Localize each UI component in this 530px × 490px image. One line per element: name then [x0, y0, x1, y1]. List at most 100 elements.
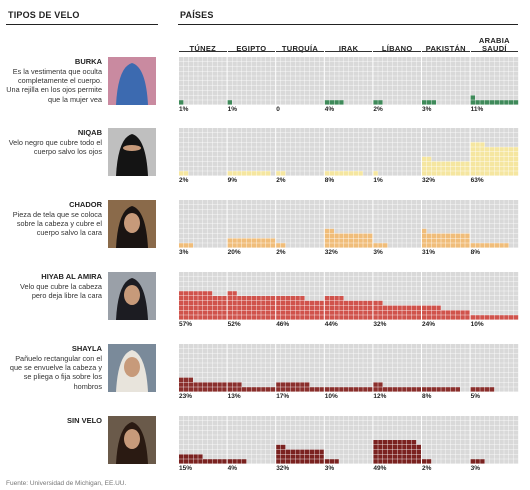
countries-rule [178, 24, 518, 25]
waffle-3-6 [470, 272, 519, 320]
empty-cell [290, 444, 295, 450]
empty-cell [188, 128, 193, 133]
filled-cell [436, 310, 441, 315]
filled-cell [266, 310, 271, 315]
empty-cell [392, 128, 397, 133]
filled-cell [242, 459, 247, 464]
empty-cell [319, 132, 324, 138]
empty-cell [227, 377, 232, 382]
empty-cell [242, 444, 247, 450]
empty-cell [475, 363, 480, 368]
filled-cell [222, 310, 227, 315]
filled-cell [232, 315, 237, 320]
empty-cell [378, 95, 383, 100]
empty-cell [276, 430, 281, 435]
empty-cell [183, 61, 189, 67]
empty-cell [509, 454, 514, 459]
filled-cell [270, 305, 276, 310]
empty-cell [387, 344, 393, 349]
empty-cell [455, 132, 460, 138]
empty-cell [383, 368, 388, 373]
empty-cell [392, 76, 397, 81]
empty-cell [222, 286, 227, 291]
filled-cell [411, 444, 417, 450]
empty-cell [212, 363, 217, 368]
veil-text-0: BURKA Es la vestimenta que oculta complet… [6, 57, 102, 117]
empty-cell [227, 61, 232, 67]
empty-cell [324, 344, 330, 349]
empty-cell [358, 368, 363, 373]
empty-cell [368, 224, 373, 229]
empty-cell [242, 57, 247, 62]
empty-cell [276, 348, 281, 354]
filled-cell [232, 291, 237, 296]
empty-cell [494, 353, 499, 358]
empty-cell [378, 171, 383, 176]
empty-cell [494, 454, 499, 459]
empty-cell [407, 209, 412, 214]
filled-cell [353, 243, 358, 248]
veil-title: SHAYLA [71, 344, 102, 353]
empty-cell [261, 204, 266, 210]
empty-cell [222, 435, 227, 440]
empty-cell [499, 344, 504, 349]
filled-cell [499, 171, 504, 176]
empty-cell [237, 61, 242, 67]
empty-cell [227, 76, 232, 81]
pct-label-1-5: 32% [422, 177, 436, 184]
empty-cell [256, 166, 261, 171]
empty-cell [455, 444, 460, 450]
empty-cell [455, 420, 460, 426]
filled-cell [276, 387, 281, 392]
empty-cell [232, 95, 237, 100]
pct-label-5-3: 3% [324, 465, 335, 472]
empty-cell [203, 66, 208, 71]
empty-cell [392, 425, 397, 430]
empty-cell [431, 286, 436, 291]
filled-cell [290, 454, 295, 459]
empty-cell [460, 142, 465, 147]
empty-cell [212, 209, 217, 214]
empty-cell [402, 420, 407, 426]
empty-cell [470, 425, 475, 430]
empty-cell [383, 358, 388, 363]
empty-cell [324, 214, 330, 219]
empty-cell [494, 238, 499, 243]
empty-cell [344, 358, 349, 363]
empty-cell [300, 444, 305, 450]
empty-cell [227, 228, 232, 234]
empty-cell [344, 166, 349, 171]
filled-cell [339, 243, 344, 248]
empty-cell [261, 76, 266, 81]
empty-cell [344, 425, 349, 430]
empty-cell [198, 286, 203, 291]
empty-cell [402, 416, 407, 421]
empty-cell [455, 90, 460, 95]
empty-cell [489, 353, 495, 358]
empty-cell [416, 291, 421, 296]
empty-cell [232, 416, 237, 421]
empty-cell [397, 368, 402, 373]
empty-cell [455, 204, 460, 210]
empty-cell [237, 372, 242, 378]
empty-cell [329, 382, 334, 387]
empty-cell [305, 228, 310, 234]
filled-cell [426, 166, 432, 171]
empty-cell [450, 286, 456, 291]
empty-cell [494, 61, 499, 67]
empty-cell [480, 444, 485, 450]
empty-cell [455, 57, 460, 62]
empty-cell [251, 353, 256, 358]
empty-cell [281, 61, 286, 67]
empty-cell [411, 296, 417, 301]
filled-cell [309, 305, 315, 310]
empty-cell [227, 156, 232, 162]
empty-cell [309, 171, 315, 176]
filled-cell [344, 387, 349, 392]
filled-cell [368, 315, 373, 320]
waffle-1-6 [470, 128, 519, 176]
empty-cell [232, 57, 237, 62]
empty-cell [504, 416, 509, 421]
empty-cell [300, 348, 305, 354]
empty-cell [504, 425, 509, 430]
